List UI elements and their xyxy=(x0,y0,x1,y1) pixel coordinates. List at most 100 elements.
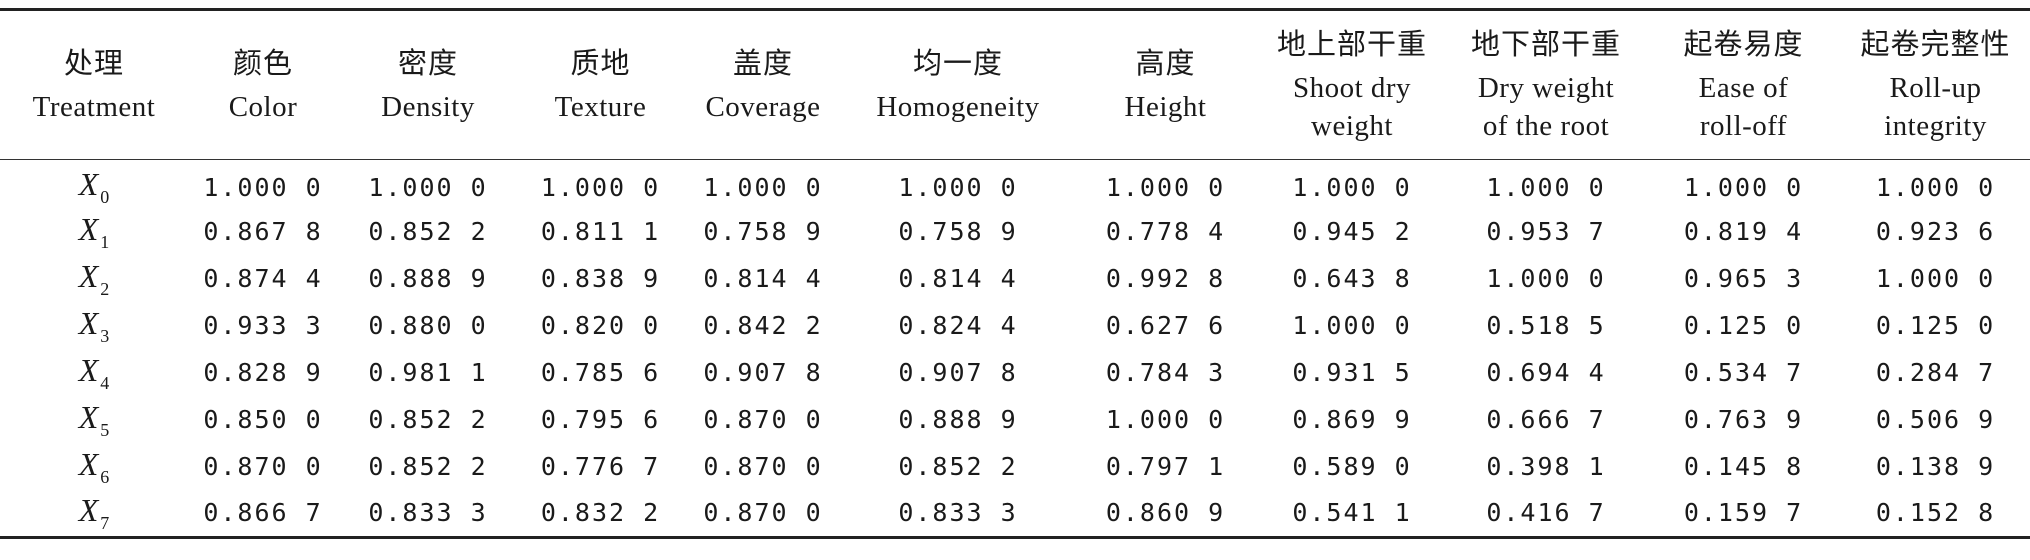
treatment-symbol: X xyxy=(78,210,99,247)
value-cell: 0.784 3 xyxy=(1105,358,1226,387)
column-header-en: Height xyxy=(1124,91,1207,123)
column-header-en: Texture xyxy=(554,91,647,123)
column-header-zh: 起卷易度 xyxy=(1683,27,1804,61)
value-cell: 0.923 6 xyxy=(1875,217,1996,246)
value-cell: 0.398 1 xyxy=(1486,452,1606,481)
table-row: X 0 1.000 0 1.000 0 1.000 0 1.000 0 1.000 0 1.0… xyxy=(0,160,2030,209)
table-body: X 0 1.000 0 1.000 0 1.000 0 1.000 0 1.000 0 1.0… xyxy=(0,160,2030,539)
value-cell: 0.852 2 xyxy=(368,217,488,246)
value-cell: 0.867 8 xyxy=(203,217,323,246)
column-header: 地下部干重 Dry weight of the root xyxy=(1446,8,1646,160)
column-header: 质地 Texture xyxy=(518,8,683,160)
value-cell: 0.125 0 xyxy=(1683,311,1804,340)
treatment-symbol: X xyxy=(78,304,99,341)
treatment-symbol: X xyxy=(78,351,99,388)
header-row: 处理 Treatment 颜色 Color 密度 Density 质地 Texture 盖度 Co… xyxy=(0,8,2030,160)
value-cell: 1.000 0 xyxy=(1292,311,1412,340)
value-cell: 0.838 9 xyxy=(540,264,661,293)
treatment-symbol: X xyxy=(78,166,99,202)
column-header-zh: 质地 xyxy=(570,46,631,80)
column-header-en: roll-off xyxy=(1699,110,1788,142)
column-header-zh: 起卷完整性 xyxy=(1860,27,2011,61)
value-cell: 0.819 4 xyxy=(1683,217,1804,246)
treatment-symbol: X xyxy=(78,257,99,294)
value-cell: 0.870 0 xyxy=(703,405,823,434)
value-cell: 1.000 0 xyxy=(1292,172,1412,202)
value-cell: 0.880 0 xyxy=(368,311,488,340)
column-header-en: Homogeneity xyxy=(876,91,1040,123)
value-cell: 0.416 7 xyxy=(1446,490,1646,539)
treatment-symbol: X xyxy=(78,445,99,482)
value-cell: 0.992 8 xyxy=(1105,264,1226,293)
column-header: 均一度 Homogeneity xyxy=(843,8,1073,160)
value-cell: 0.284 7 xyxy=(1875,358,1996,387)
value-cell: 1.000 0 xyxy=(1875,264,1996,293)
value-cell: 0.138 9 xyxy=(1875,452,1996,481)
column-header-zh: 颜色 xyxy=(232,46,293,80)
value-cell: 0.888 9 xyxy=(898,405,1018,434)
column-header-en: weight xyxy=(1311,110,1393,142)
column-header-en: Shoot dry xyxy=(1292,72,1412,104)
value-cell: 1.000 0 xyxy=(1105,172,1226,202)
value-cell: 0.953 7 xyxy=(1486,217,1606,246)
data-table-container: 处理 Treatment 颜色 Color 密度 Density 质地 Texture 盖度 Co… xyxy=(0,8,2030,539)
value-cell: 0.518 5 xyxy=(1486,311,1606,340)
treatment-symbol: X xyxy=(78,491,99,528)
value-cell: 0.945 2 xyxy=(1292,217,1412,246)
value-cell: 0.694 4 xyxy=(1486,358,1606,387)
value-cell: 0.159 7 xyxy=(1646,490,1841,539)
table-row: X 7 0.866 7 0.833 3 0.832 2 0.870 0 0.833 3 0.8… xyxy=(0,490,2030,539)
table-row: X 4 0.828 9 0.981 1 0.785 6 0.907 8 0.907 8 0.7… xyxy=(0,349,2030,396)
value-cell: 0.931 5 xyxy=(1292,358,1412,387)
treatment-subscript: 5 xyxy=(100,419,110,440)
value-cell: 0.643 8 xyxy=(1292,264,1412,293)
value-cell: 0.842 2 xyxy=(703,311,823,340)
column-header-en: Density xyxy=(381,91,475,123)
column-header: 颜色 Color xyxy=(188,8,338,160)
column-header: 高度 Height xyxy=(1073,8,1258,160)
table-row: X 1 0.867 8 0.852 2 0.811 1 0.758 9 0.758 9 0.7… xyxy=(0,208,2030,255)
column-header-zh: 处理 xyxy=(63,46,124,80)
value-cell: 1.000 0 xyxy=(1105,405,1226,434)
value-cell: 0.795 6 xyxy=(540,405,661,434)
column-header-zh: 地上部干重 xyxy=(1276,27,1427,61)
treatment-subscript: 6 xyxy=(100,466,110,487)
column-header-en: Color xyxy=(228,91,298,123)
value-cell: 0.814 4 xyxy=(703,264,823,293)
value-cell: 0.870 0 xyxy=(203,452,323,481)
value-cell: 0.907 8 xyxy=(898,358,1018,387)
value-cell: 0.589 0 xyxy=(1292,452,1412,481)
treatment-subscript: 3 xyxy=(100,325,110,346)
value-cell: 0.145 8 xyxy=(1683,452,1804,481)
treatment-symbol: X xyxy=(78,398,99,435)
value-cell: 1.000 0 xyxy=(1683,172,1804,202)
value-cell: 0.852 2 xyxy=(368,452,488,481)
value-cell: 0.811 1 xyxy=(540,217,661,246)
table-row: X 5 0.850 0 0.852 2 0.795 6 0.870 0 0.888 9 1.0… xyxy=(0,396,2030,443)
table-row: X 3 0.933 3 0.880 0 0.820 0 0.842 2 0.824 4 0.6… xyxy=(0,302,2030,349)
value-cell: 0.888 9 xyxy=(368,264,488,293)
value-cell: 0.850 0 xyxy=(203,405,323,434)
value-cell: 0.776 7 xyxy=(540,452,661,481)
value-cell: 0.869 9 xyxy=(1292,405,1412,434)
value-cell: 1.000 0 xyxy=(368,172,488,202)
value-cell: 0.852 2 xyxy=(898,452,1018,481)
value-cell: 1.000 0 xyxy=(540,172,661,202)
column-header-en: Ease of xyxy=(1698,72,1789,104)
column-header-zh: 密度 xyxy=(397,46,458,80)
column-header-zh: 均一度 xyxy=(912,46,1003,80)
column-header-zh: 高度 xyxy=(1135,46,1196,80)
value-cell: 0.534 7 xyxy=(1683,358,1804,387)
table-header: 处理 Treatment 颜色 Color 密度 Density 质地 Texture 盖度 Co… xyxy=(0,8,2030,160)
value-cell: 0.506 9 xyxy=(1875,405,1996,434)
treatment-subscript: 0 xyxy=(100,187,110,207)
value-cell: 0.874 4 xyxy=(203,264,323,293)
value-cell: 0.778 4 xyxy=(1105,217,1226,246)
treatment-subscript: 4 xyxy=(100,372,110,393)
value-cell: 0.824 4 xyxy=(898,311,1018,340)
value-cell: 0.933 3 xyxy=(203,311,323,340)
